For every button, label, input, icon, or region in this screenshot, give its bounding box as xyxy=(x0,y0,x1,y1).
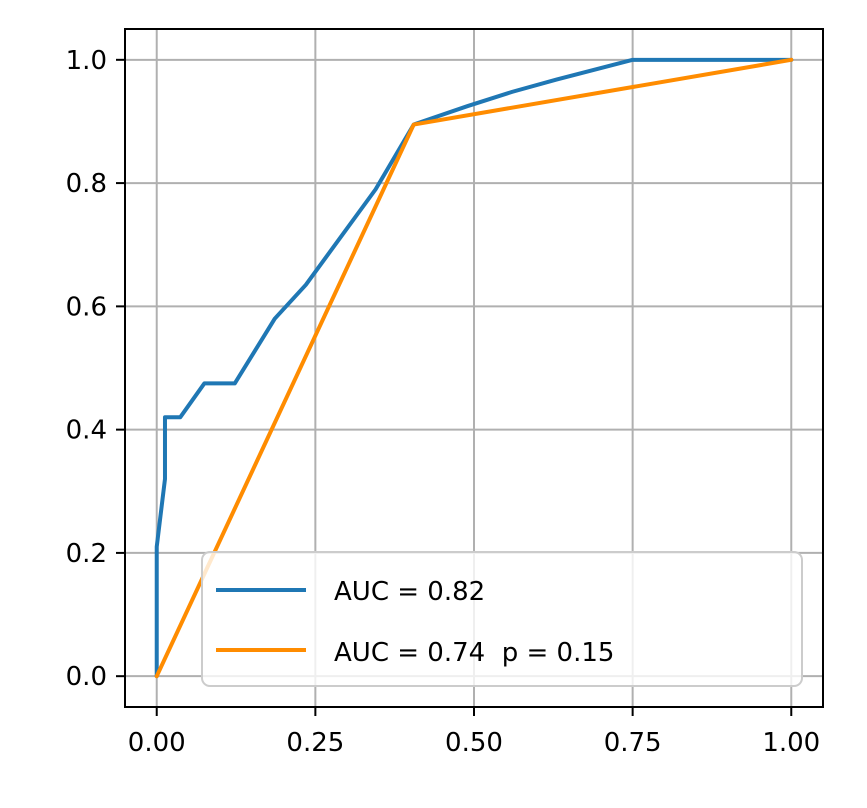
legend-label-series-1: AUC = 0.82 xyxy=(334,577,485,607)
y-tick-label: 0.0 xyxy=(66,662,107,692)
legend-box xyxy=(201,551,803,687)
roc-curve-series-1 xyxy=(154,57,794,679)
legend-label-series-2: AUC = 0.74 p = 0.15 xyxy=(334,638,614,668)
y-tick-label: 1.0 xyxy=(66,46,107,76)
legend: AUC = 0.82 AUC = 0.74 p = 0.15 xyxy=(201,551,803,687)
y-tick-label: 0.2 xyxy=(66,539,107,569)
roc-curve-series-2 xyxy=(154,57,794,679)
axis-ticks: 0.00 0.25 0.50 0.75 1.00 0.0 0.2 0.4 0.6 0.8 1.0 xyxy=(66,46,821,758)
x-tick-label: 0.75 xyxy=(604,728,662,758)
series-layer xyxy=(154,57,794,679)
y-tick-label: 0.4 xyxy=(66,416,107,446)
y-tick-label: 0.6 xyxy=(66,292,107,322)
x-tick-label: 0.00 xyxy=(128,728,186,758)
x-tick-label: 0.50 xyxy=(445,728,503,758)
x-tick-label: 0.25 xyxy=(286,728,344,758)
x-tick-label: 1.00 xyxy=(762,728,820,758)
y-tick-label: 0.8 xyxy=(66,169,107,199)
